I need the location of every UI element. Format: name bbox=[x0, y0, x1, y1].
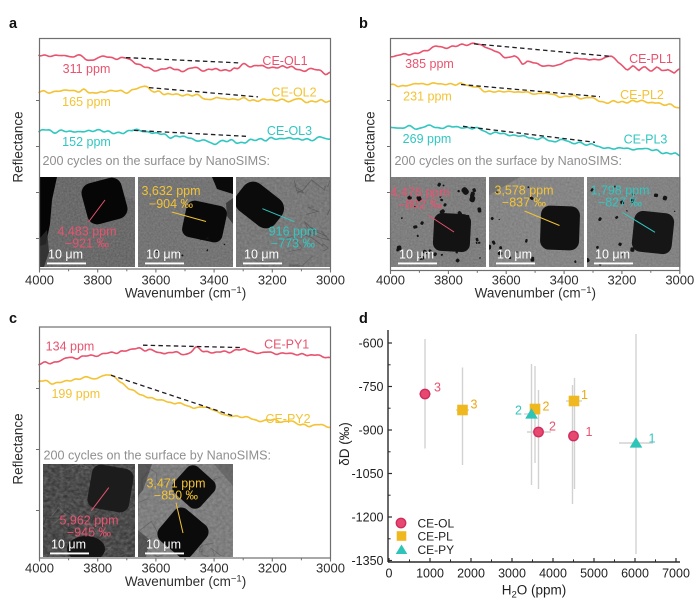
svg-text:10 μm: 10 μm bbox=[244, 248, 279, 262]
svg-text:4000: 4000 bbox=[25, 561, 54, 576]
svg-text:10 μm: 10 μm bbox=[595, 248, 630, 262]
svg-text:−837 ‰: −837 ‰ bbox=[502, 196, 547, 210]
svg-text:3800: 3800 bbox=[83, 273, 112, 288]
svg-text:3: 3 bbox=[471, 398, 478, 412]
svg-text:134 ppm: 134 ppm bbox=[46, 339, 95, 353]
svg-text:3200: 3200 bbox=[607, 273, 636, 288]
svg-text:3,471 ppm: 3,471 ppm bbox=[146, 477, 205, 491]
svg-text:1: 1 bbox=[649, 432, 656, 446]
svg-text:Reflectance: Reflectance bbox=[363, 111, 378, 182]
svg-text:10 μm: 10 μm bbox=[48, 248, 83, 262]
svg-text:−802 ‰: −802 ‰ bbox=[398, 198, 443, 212]
svg-text:−850 ‰: −850 ‰ bbox=[154, 489, 199, 503]
svg-text:152 ppm: 152 ppm bbox=[62, 135, 111, 149]
svg-text:2: 2 bbox=[515, 404, 522, 418]
svg-text:231 ppm: 231 ppm bbox=[403, 89, 452, 103]
svg-text:3400: 3400 bbox=[200, 561, 229, 576]
svg-text:3200: 3200 bbox=[258, 561, 287, 576]
svg-text:3800: 3800 bbox=[434, 273, 463, 288]
svg-text:-600: -600 bbox=[358, 336, 383, 350]
svg-text:6000: 6000 bbox=[621, 567, 649, 581]
svg-text:-1200: -1200 bbox=[352, 510, 384, 524]
svg-text:385 ppm: 385 ppm bbox=[405, 57, 454, 71]
svg-text:-1350: -1350 bbox=[352, 554, 384, 568]
svg-text:269 ppm: 269 ppm bbox=[403, 132, 452, 146]
svg-text:3400: 3400 bbox=[200, 273, 229, 288]
svg-text:1: 1 bbox=[586, 425, 593, 439]
svg-text:2: 2 bbox=[543, 400, 550, 414]
svg-text:165 ppm: 165 ppm bbox=[62, 95, 111, 109]
svg-text:CE-OL: CE-OL bbox=[418, 517, 455, 531]
svg-text:CE-OL3: CE-OL3 bbox=[267, 124, 312, 138]
svg-text:-1050: -1050 bbox=[352, 467, 384, 481]
svg-text:10 μm: 10 μm bbox=[497, 248, 532, 262]
svg-text:−904 ‰: −904 ‰ bbox=[149, 197, 194, 211]
svg-text:CE-PY2: CE-PY2 bbox=[265, 412, 310, 426]
svg-text:200 cycles on the surface by N: 200 cycles on the surface by NanoSIMS: bbox=[44, 449, 272, 463]
svg-text:3: 3 bbox=[434, 381, 441, 395]
svg-text:d: d bbox=[359, 311, 368, 327]
svg-text:3,632 ppm: 3,632 ppm bbox=[141, 184, 200, 198]
svg-text:4000: 4000 bbox=[539, 567, 567, 581]
svg-text:10 μm: 10 μm bbox=[146, 538, 181, 552]
svg-text:−827 ‰: −827 ‰ bbox=[598, 196, 643, 210]
svg-text:Wavenumber (cm−1): Wavenumber (cm−1) bbox=[475, 285, 596, 301]
svg-text:3000: 3000 bbox=[316, 273, 345, 288]
svg-text:4000: 4000 bbox=[25, 273, 54, 288]
svg-text:a: a bbox=[9, 16, 18, 32]
svg-text:4,483 ppm: 4,483 ppm bbox=[57, 225, 116, 239]
svg-text:3000: 3000 bbox=[316, 561, 345, 576]
svg-text:4000: 4000 bbox=[376, 273, 405, 288]
svg-text:CE-PL: CE-PL bbox=[418, 530, 454, 544]
svg-text:10 μm: 10 μm bbox=[146, 248, 181, 262]
svg-text:CE-OL2: CE-OL2 bbox=[271, 86, 316, 100]
svg-text:1000: 1000 bbox=[416, 567, 444, 581]
svg-text:b: b bbox=[359, 16, 368, 32]
svg-text:2000: 2000 bbox=[457, 567, 485, 581]
svg-text:Wavenumber (cm−1): Wavenumber (cm−1) bbox=[125, 285, 246, 301]
svg-text:3000: 3000 bbox=[665, 273, 694, 288]
svg-text:−945 ‰: −945 ‰ bbox=[67, 526, 112, 540]
svg-text:3600: 3600 bbox=[492, 273, 521, 288]
svg-text:3,578 ppm: 3,578 ppm bbox=[494, 184, 553, 198]
svg-text:2: 2 bbox=[549, 420, 556, 434]
svg-text:CE-PY1: CE-PY1 bbox=[264, 338, 309, 352]
svg-text:CE-PY: CE-PY bbox=[418, 543, 455, 557]
svg-text:Wavenumber (cm−1): Wavenumber (cm−1) bbox=[125, 574, 246, 590]
svg-text:5000: 5000 bbox=[580, 567, 608, 581]
svg-text:200 cycles on the surface by N: 200 cycles on the surface by NanoSIMS: bbox=[395, 154, 623, 168]
svg-text:10 μm: 10 μm bbox=[51, 538, 86, 552]
svg-text:−773 ‰: −773 ‰ bbox=[271, 237, 316, 251]
svg-text:3400: 3400 bbox=[550, 273, 579, 288]
svg-text:δD (‰): δD (‰) bbox=[337, 422, 352, 466]
svg-text:CE-PL1: CE-PL1 bbox=[629, 52, 673, 66]
svg-text:311 ppm: 311 ppm bbox=[63, 62, 111, 76]
svg-text:3200: 3200 bbox=[258, 273, 287, 288]
svg-text:H2O (ppm): H2O (ppm) bbox=[502, 583, 567, 601]
svg-text:4,476 ppm: 4,476 ppm bbox=[390, 186, 449, 200]
svg-text:1,798 ppm: 1,798 ppm bbox=[590, 184, 649, 198]
svg-text:-900: -900 bbox=[358, 423, 383, 437]
svg-text:916 ppm: 916 ppm bbox=[269, 225, 318, 239]
svg-text:0: 0 bbox=[386, 567, 393, 581]
svg-text:10 μm: 10 μm bbox=[399, 248, 434, 262]
svg-text:CE-PL2: CE-PL2 bbox=[620, 88, 664, 102]
svg-text:200 cycles on the surface by N: 200 cycles on the surface by NanoSIMS: bbox=[43, 154, 271, 168]
svg-text:3600: 3600 bbox=[141, 561, 170, 576]
svg-text:Reflectance: Reflectance bbox=[11, 413, 26, 484]
svg-text:1: 1 bbox=[581, 388, 588, 402]
svg-text:−921 ‰: −921 ‰ bbox=[65, 237, 110, 251]
svg-text:CE-OL1: CE-OL1 bbox=[262, 54, 307, 68]
svg-text:CE-PL3: CE-PL3 bbox=[624, 132, 668, 146]
svg-text:c: c bbox=[9, 311, 17, 327]
svg-text:3600: 3600 bbox=[141, 273, 170, 288]
svg-text:3000: 3000 bbox=[498, 567, 526, 581]
svg-text:-750: -750 bbox=[358, 380, 383, 394]
svg-text:199 ppm: 199 ppm bbox=[51, 387, 100, 401]
svg-text:3800: 3800 bbox=[83, 561, 112, 576]
svg-text:5,962 ppm: 5,962 ppm bbox=[59, 514, 118, 528]
svg-text:Reflectance: Reflectance bbox=[11, 111, 26, 182]
svg-text:7000: 7000 bbox=[662, 567, 690, 581]
